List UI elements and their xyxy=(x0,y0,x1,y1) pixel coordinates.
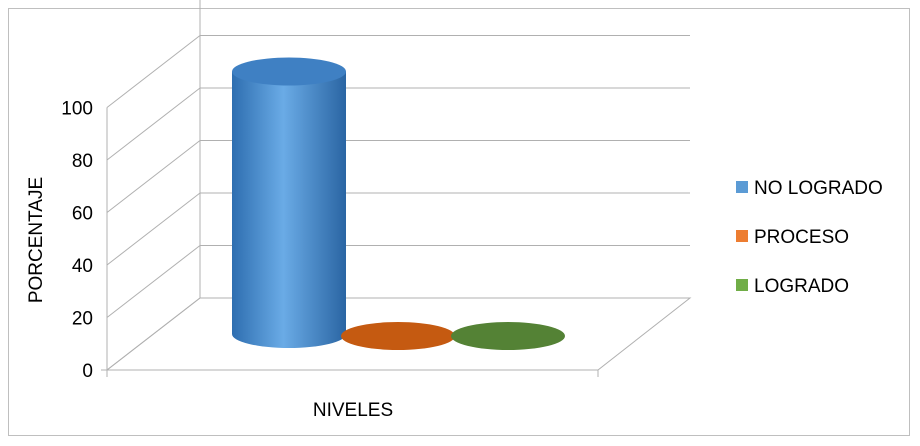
chart-walls xyxy=(101,0,692,377)
x-axis-title: NIVELES xyxy=(313,400,393,421)
legend-label: PROCESO xyxy=(754,227,849,248)
y-axis-title: PORCENTAJE xyxy=(26,177,47,303)
y-axis-ticks: 0 20 40 60 80 100 xyxy=(61,99,93,383)
bar-no-logrado xyxy=(232,57,346,348)
side-gridline xyxy=(106,140,201,213)
bar-proceso xyxy=(341,322,455,350)
side-gridline xyxy=(106,245,201,318)
y-tick-label: 80 xyxy=(72,151,93,172)
y-tick-label: 40 xyxy=(72,256,93,277)
legend: NO LOGRADO PROCESO LOGRADO xyxy=(736,178,883,297)
legend-label: LOGRADO xyxy=(754,276,849,297)
cylinder-disc xyxy=(451,322,565,350)
legend-label: NO LOGRADO xyxy=(754,178,883,199)
legend-swatch xyxy=(736,181,748,193)
cylinder-top xyxy=(232,57,346,86)
side-gridline xyxy=(106,192,201,266)
chart-frame xyxy=(8,8,910,436)
y-tick-label: 0 xyxy=(82,361,93,382)
legend-swatch xyxy=(736,230,748,242)
bar-logrado xyxy=(451,322,565,350)
side-gridline xyxy=(106,35,201,108)
bars xyxy=(232,57,565,350)
side-gridline xyxy=(106,87,201,161)
cylinder-body xyxy=(232,71,346,348)
cylinder-disc xyxy=(341,322,455,350)
y-tick-label: 100 xyxy=(61,99,93,120)
side-gridline xyxy=(106,297,201,371)
y-tick-label: 20 xyxy=(72,309,93,330)
y-tick-label: 60 xyxy=(72,204,93,225)
legend-swatch xyxy=(736,279,748,291)
